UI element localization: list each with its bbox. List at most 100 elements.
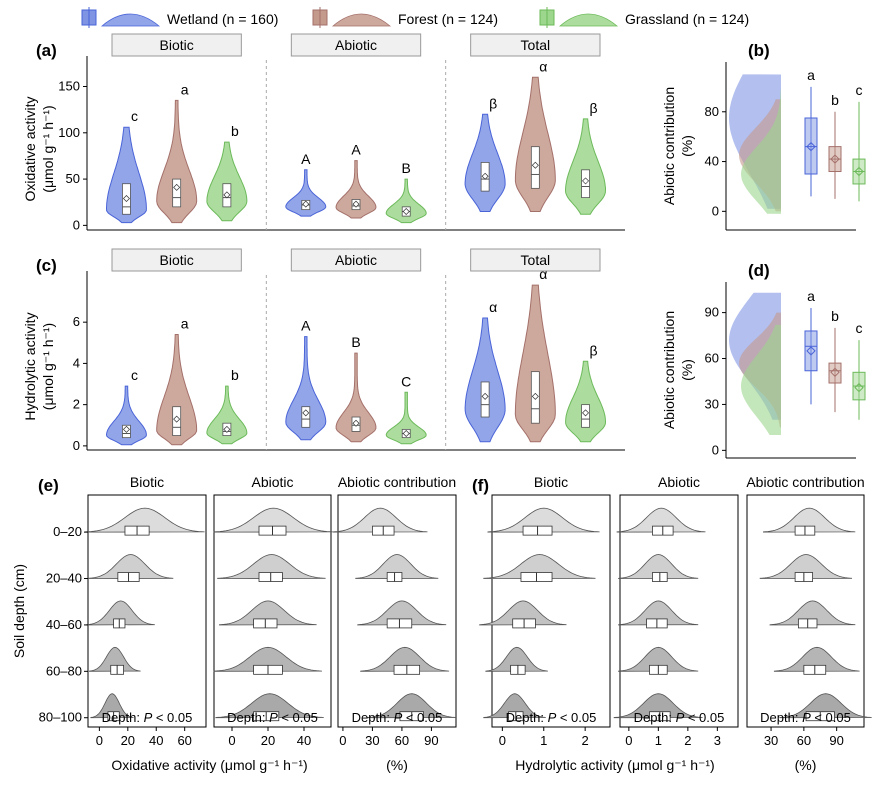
depth-label: 60–80 bbox=[46, 663, 82, 678]
ridge-density bbox=[613, 693, 703, 719]
significance-letter: β bbox=[489, 95, 497, 111]
ridge-density bbox=[769, 600, 856, 626]
violin-total-grassland bbox=[565, 360, 607, 443]
mean-marker bbox=[531, 161, 539, 169]
mean-marker bbox=[582, 409, 590, 417]
x-tick-label: 2 bbox=[582, 733, 589, 748]
ridge-density bbox=[215, 693, 324, 719]
x-tick-label: 0 bbox=[625, 733, 632, 748]
significance-letter: A bbox=[301, 318, 311, 334]
mean-marker bbox=[173, 183, 181, 191]
depth-annotation-p: P bbox=[548, 710, 557, 725]
y-axis-label: Oxidative activity (μmol g⁻¹ h⁻¹) bbox=[22, 96, 56, 201]
y-tick-label: 4 bbox=[73, 355, 80, 370]
depth-annotation-prefix: Depth: bbox=[760, 710, 802, 725]
depth-annotation: Depth: P < 0.05 bbox=[760, 710, 851, 725]
subpanel-frame bbox=[746, 494, 865, 728]
y-axis-label: Abiotic contribution (%) bbox=[661, 87, 695, 205]
significance-letter: c bbox=[131, 367, 138, 383]
depth-annotation: Depth: P < 0.05 bbox=[352, 710, 443, 725]
y-tick-label: 30 bbox=[705, 396, 719, 411]
depth-annotation-p: P bbox=[144, 710, 153, 725]
mean-marker bbox=[402, 430, 410, 438]
box-wetland bbox=[804, 330, 818, 372]
facet-strip bbox=[470, 248, 601, 272]
x-tick-label: 3 bbox=[714, 733, 721, 748]
ridge-density bbox=[87, 554, 174, 579]
y-axis-label: Hydrolytic activity (μmol g⁻¹ h⁻¹) bbox=[22, 312, 56, 420]
x-tick-label: 30 bbox=[365, 733, 379, 748]
ridge-density bbox=[360, 646, 450, 672]
y-tick-label: 40 bbox=[705, 154, 719, 169]
subpanel-frame bbox=[619, 494, 739, 728]
x-tick-label: 0 bbox=[339, 733, 346, 748]
legend: Wetland (n = 160) Forest (n = 124) Grassla… bbox=[81, 7, 749, 28]
x-tick-label: 40 bbox=[149, 733, 163, 748]
significance-letter: A bbox=[351, 142, 361, 158]
depth-annotation-rest: < 0.05 bbox=[278, 710, 318, 725]
violin-abiotic-wetland bbox=[285, 169, 327, 217]
mean-marker bbox=[223, 191, 231, 199]
y-tick-label: 6 bbox=[73, 314, 80, 329]
ridge-density bbox=[618, 600, 699, 626]
ridge-density bbox=[88, 646, 141, 672]
depth-annotation-prefix: Depth: bbox=[352, 710, 394, 725]
ridge-density bbox=[616, 507, 706, 533]
mean-marker bbox=[302, 409, 310, 417]
y-axis-label-line2: (μmol g⁻¹ h⁻¹) bbox=[40, 105, 56, 192]
depth-annotation: Depth: P < 0.05 bbox=[102, 710, 193, 725]
violin-biotic-wetland bbox=[105, 126, 147, 224]
y-axis-label-line1: Hydrolytic activity bbox=[22, 312, 38, 420]
mean-marker bbox=[806, 346, 816, 356]
y-axis-label-line2: (%) bbox=[679, 359, 695, 381]
y-tick-label: 0 bbox=[712, 203, 719, 218]
subpanel-frame bbox=[491, 494, 611, 728]
significance-letter: b bbox=[231, 123, 239, 139]
y-tick-label: 60 bbox=[705, 351, 719, 366]
x-tick-label: 60 bbox=[797, 733, 811, 748]
depth-annotation-prefix: Depth: bbox=[227, 710, 269, 725]
significance-letter: α bbox=[489, 299, 497, 315]
legend-label-1: Forest (n = 124) bbox=[398, 11, 498, 27]
y-axis-label-line1: Abiotic contribution bbox=[661, 87, 677, 205]
ridge-density bbox=[483, 554, 596, 579]
x-tick-label: 0 bbox=[96, 733, 103, 748]
violin-biotic-forest bbox=[156, 334, 198, 446]
ridge-density bbox=[483, 693, 546, 719]
mean-marker bbox=[854, 382, 864, 393]
legend-violin-2 bbox=[558, 13, 619, 27]
mean-marker bbox=[122, 425, 130, 433]
depth-annotation-rest: < 0.05 bbox=[152, 710, 192, 725]
x-tick-label: 20 bbox=[261, 733, 275, 748]
depth-label: 20–40 bbox=[46, 571, 82, 586]
facet-strip bbox=[111, 33, 242, 57]
mean-marker bbox=[481, 392, 489, 400]
significance-letter: c bbox=[856, 82, 863, 98]
x-axis-label: Hydrolytic activity (μmol g⁻¹ h⁻¹) bbox=[515, 757, 714, 773]
ridge-density bbox=[618, 646, 699, 672]
ridge-density bbox=[90, 693, 134, 719]
panel-label: (b) bbox=[748, 41, 770, 60]
x-tick-label: 20 bbox=[121, 733, 135, 748]
subpanel-frame bbox=[87, 494, 207, 728]
mean-marker bbox=[302, 200, 310, 208]
ridge-density bbox=[86, 600, 155, 626]
ridge-density bbox=[485, 646, 548, 672]
panel-label: (e) bbox=[38, 476, 59, 495]
x-axis-label: Oxidative activity (μmol g⁻¹ h⁻¹) bbox=[111, 757, 307, 773]
violin-total-wetland bbox=[464, 317, 506, 443]
panel-label: (a) bbox=[36, 41, 57, 60]
x-tick-label: 0 bbox=[499, 733, 506, 748]
depth-annotation: Depth: P < 0.05 bbox=[227, 710, 318, 725]
ridge-density bbox=[479, 600, 567, 626]
violin-biotic-forest bbox=[156, 99, 198, 224]
significance-letter: a bbox=[181, 81, 189, 97]
ridge-density bbox=[213, 507, 333, 533]
violin-total-forest bbox=[514, 76, 556, 212]
panel-d: 0 30 60 90 Abiotic contribution (%) ab c (d) bbox=[661, 261, 866, 459]
facet-label-total: Total bbox=[521, 37, 551, 53]
mean-marker bbox=[806, 141, 816, 152]
panel-b: 0 40 80 Abiotic contribution (%) ab c (b) bbox=[661, 41, 866, 231]
